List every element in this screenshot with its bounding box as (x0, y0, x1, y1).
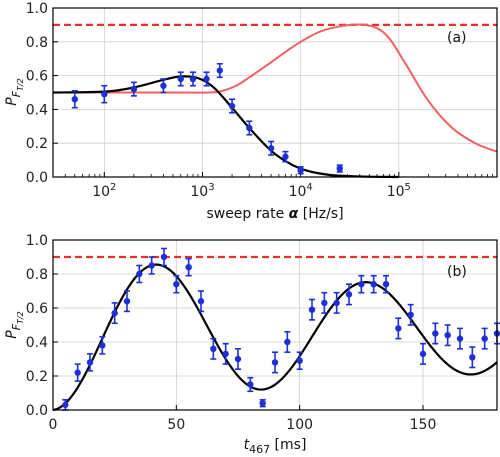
y-tick-label: 0.2 (26, 136, 48, 152)
y-tick-label: 0.4 (26, 335, 48, 351)
x-axis-unit: [ms] (270, 437, 306, 453)
data-point (267, 145, 275, 152)
y-tick-label: 0.8 (26, 35, 48, 51)
x-axis-label: t467 [ms] (244, 437, 307, 456)
data-point (62, 401, 69, 409)
x-axis-subscript: 467 (249, 443, 270, 456)
y-tick-label: 0.8 (26, 267, 48, 283)
y-tick-label: 0.0 (26, 403, 48, 419)
y-tick-label: 0.2 (26, 369, 48, 385)
y-axis-subscript: F (10, 90, 23, 97)
y-tick-label: 1.0 (26, 233, 48, 249)
data-point (333, 299, 340, 307)
fit-curve (52, 263, 498, 412)
data-point (481, 335, 488, 342)
theory-curve (52, 23, 498, 153)
data-point (130, 85, 138, 93)
y-tick-label: 0.4 (26, 102, 48, 118)
panel-a: 0.0 0.2 0.4 0.6 0.8 1.0 102 103 104 105 (a) sweep r… (4, 1, 498, 222)
data-point (284, 338, 291, 346)
data-point (345, 291, 353, 298)
plot-frame (52, 7, 498, 178)
x-tick-exponent: 3 (208, 182, 214, 193)
data-point (469, 354, 476, 361)
data-point (296, 357, 303, 364)
y-tick-label: 1.0 (26, 1, 48, 17)
data-point (197, 298, 205, 305)
data-point (160, 253, 168, 261)
data-point (358, 281, 365, 288)
y-tick-label: 0.0 (26, 170, 48, 186)
y-axis-subsubscript: T/2 (16, 311, 25, 324)
data-point (370, 281, 377, 288)
data-point (203, 75, 210, 83)
panel-b: 0.0 0.2 0.4 0.6 0.8 1.0 0 50 100 150 (b) t467 [ms] P… (4, 233, 500, 456)
data-point (321, 299, 328, 307)
x-axis-label: sweep rate α [Hz/s] (206, 206, 343, 222)
data-point (99, 342, 106, 349)
data-point (432, 330, 439, 337)
data-point (419, 350, 427, 358)
data-point (297, 167, 304, 174)
data-point (210, 345, 217, 352)
data-point (246, 124, 253, 132)
x-tick-label: 0 (49, 417, 58, 433)
data-point (259, 400, 266, 407)
x-tick-label: 104 (289, 182, 313, 200)
data-point (101, 90, 108, 98)
data-point (189, 75, 197, 83)
x-axis-symbol: t (244, 437, 250, 453)
data-point (444, 332, 451, 339)
data-point (185, 264, 192, 271)
panel-label: (a) (447, 30, 467, 46)
x-axis-unit: [Hz/s] (298, 206, 343, 222)
data-point (228, 102, 236, 110)
data-point (308, 306, 316, 313)
x-tick-exponent: 4 (306, 182, 312, 193)
data-point (407, 311, 414, 318)
data-point (222, 350, 229, 358)
plot-frame (52, 239, 498, 411)
data-point (74, 369, 81, 376)
data-point (456, 335, 464, 342)
x-tick-label: 50 (167, 417, 185, 433)
x-tick-label: 102 (92, 182, 116, 200)
x-tick-label: 103 (190, 182, 214, 200)
x-axis-symbol: α (289, 206, 299, 222)
y-tick-label: 0.6 (26, 301, 48, 317)
data-point (86, 359, 94, 366)
data-point (177, 75, 184, 83)
data-point (382, 281, 390, 288)
data-point (71, 96, 78, 103)
x-tick-label: 100 (286, 417, 313, 433)
panel-label: (b) (447, 264, 467, 280)
data-point (216, 67, 223, 74)
x-tick-exponent: 2 (110, 182, 116, 193)
data-point (160, 82, 167, 89)
data-point (111, 309, 118, 317)
y-axis-subsubscript: T/2 (16, 78, 25, 91)
y-axis-label: PFT/2 (4, 311, 25, 338)
data-point (148, 262, 155, 269)
data-point (234, 355, 242, 363)
data-point (336, 165, 343, 172)
x-tick-label: 150 (410, 417, 437, 433)
data-point (282, 153, 289, 160)
fit-curve (52, 75, 399, 179)
x-tick-label: 105 (387, 182, 411, 200)
y-axis-subscript: F (10, 323, 23, 330)
data-point (123, 298, 131, 305)
data-point (136, 270, 143, 278)
data-point (247, 381, 254, 388)
y-axis-label: PFT/2 (4, 78, 25, 105)
data-point (173, 281, 180, 288)
y-tick-label: 0.6 (26, 69, 48, 85)
x-tick-exponent: 5 (405, 182, 411, 193)
data-point (271, 359, 279, 366)
data-point (395, 325, 402, 332)
